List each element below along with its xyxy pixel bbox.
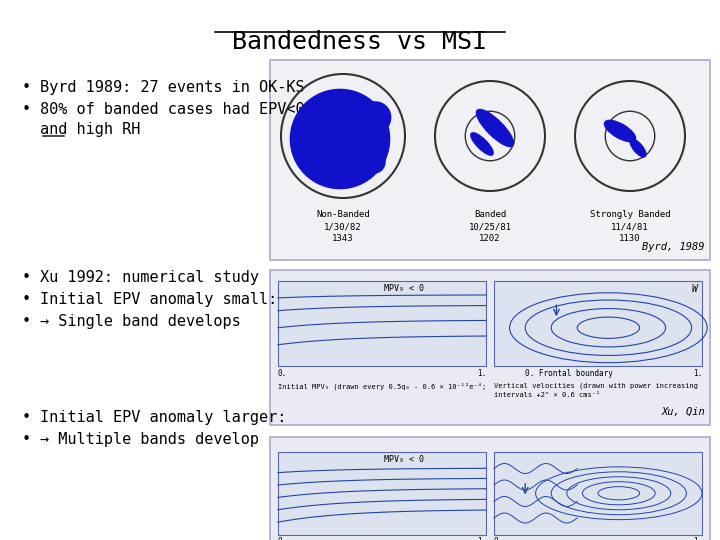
Ellipse shape xyxy=(605,120,636,141)
Text: •: • xyxy=(22,292,31,307)
Text: and high RH: and high RH xyxy=(40,122,140,137)
Ellipse shape xyxy=(630,139,646,157)
Ellipse shape xyxy=(477,110,513,146)
Circle shape xyxy=(290,90,390,188)
Text: Banded: Banded xyxy=(474,210,506,219)
Circle shape xyxy=(363,151,385,173)
Text: Non-Banded: Non-Banded xyxy=(316,210,370,219)
Text: Vertical velocities (drawn with power increasing: Vertical velocities (drawn with power in… xyxy=(494,382,698,389)
Text: MPV₉ < 0: MPV₉ < 0 xyxy=(384,284,423,293)
Text: 80% of banded cases had EPV<0: 80% of banded cases had EPV<0 xyxy=(40,102,305,117)
Text: MPV₉ < 0: MPV₉ < 0 xyxy=(384,455,423,464)
Text: Byrd 1989: 27 events in OK-KS: Byrd 1989: 27 events in OK-KS xyxy=(40,80,305,95)
Text: 0. Frontal boundary: 0. Frontal boundary xyxy=(525,369,613,378)
Text: 1343: 1343 xyxy=(332,234,354,243)
Text: 10/25/81: 10/25/81 xyxy=(469,222,511,231)
Text: Bandedness vs MSI: Bandedness vs MSI xyxy=(233,30,487,54)
Bar xyxy=(270,60,710,260)
Text: Initial EPV anomaly small:: Initial EPV anomaly small: xyxy=(40,292,277,307)
Text: Xu 1992: numerical study: Xu 1992: numerical study xyxy=(40,270,259,285)
Text: Strongly Banded: Strongly Banded xyxy=(590,210,670,219)
Text: intervals +2ⁿ × 0.6 cms⁻¹: intervals +2ⁿ × 0.6 cms⁻¹ xyxy=(494,392,600,398)
Text: 1.: 1. xyxy=(477,369,486,378)
Text: 0.: 0. xyxy=(278,537,287,540)
Bar xyxy=(270,437,710,540)
Text: 1.: 1. xyxy=(693,537,702,540)
Ellipse shape xyxy=(471,133,493,155)
Circle shape xyxy=(301,106,326,131)
Text: •: • xyxy=(22,80,31,95)
Text: Initial MPV₉ (drawn every 0.5q₀ - 0.6 × 10⁻¹²e⁻⁴;: Initial MPV₉ (drawn every 0.5q₀ - 0.6 × … xyxy=(278,382,486,389)
Text: 0.: 0. xyxy=(494,537,503,540)
Bar xyxy=(278,281,486,366)
Text: •: • xyxy=(22,102,31,117)
Text: → Single band develops: → Single band develops xyxy=(40,314,240,329)
Text: 1202: 1202 xyxy=(480,234,500,243)
Bar xyxy=(278,452,486,535)
Text: Initial EPV anomaly larger:: Initial EPV anomaly larger: xyxy=(40,410,287,425)
Bar xyxy=(270,270,710,425)
Text: 1.: 1. xyxy=(693,369,702,378)
Bar xyxy=(494,281,702,366)
Text: •: • xyxy=(22,410,31,425)
Text: 0.: 0. xyxy=(278,369,287,378)
Text: 1.: 1. xyxy=(477,537,486,540)
Circle shape xyxy=(360,102,391,133)
Text: •: • xyxy=(22,270,31,285)
Text: W: W xyxy=(691,284,697,294)
Circle shape xyxy=(319,152,346,179)
Text: 1/30/82: 1/30/82 xyxy=(324,222,362,231)
Text: 1130: 1130 xyxy=(619,234,641,243)
Text: •: • xyxy=(22,432,31,447)
Text: → Multiple bands develop: → Multiple bands develop xyxy=(40,432,259,447)
Text: Xu, Qin: Xu, Qin xyxy=(661,407,705,417)
Text: •: • xyxy=(22,314,31,329)
Text: 11/4/81: 11/4/81 xyxy=(611,222,649,231)
Text: Byrd, 1989: Byrd, 1989 xyxy=(642,242,705,252)
Bar xyxy=(494,452,702,535)
